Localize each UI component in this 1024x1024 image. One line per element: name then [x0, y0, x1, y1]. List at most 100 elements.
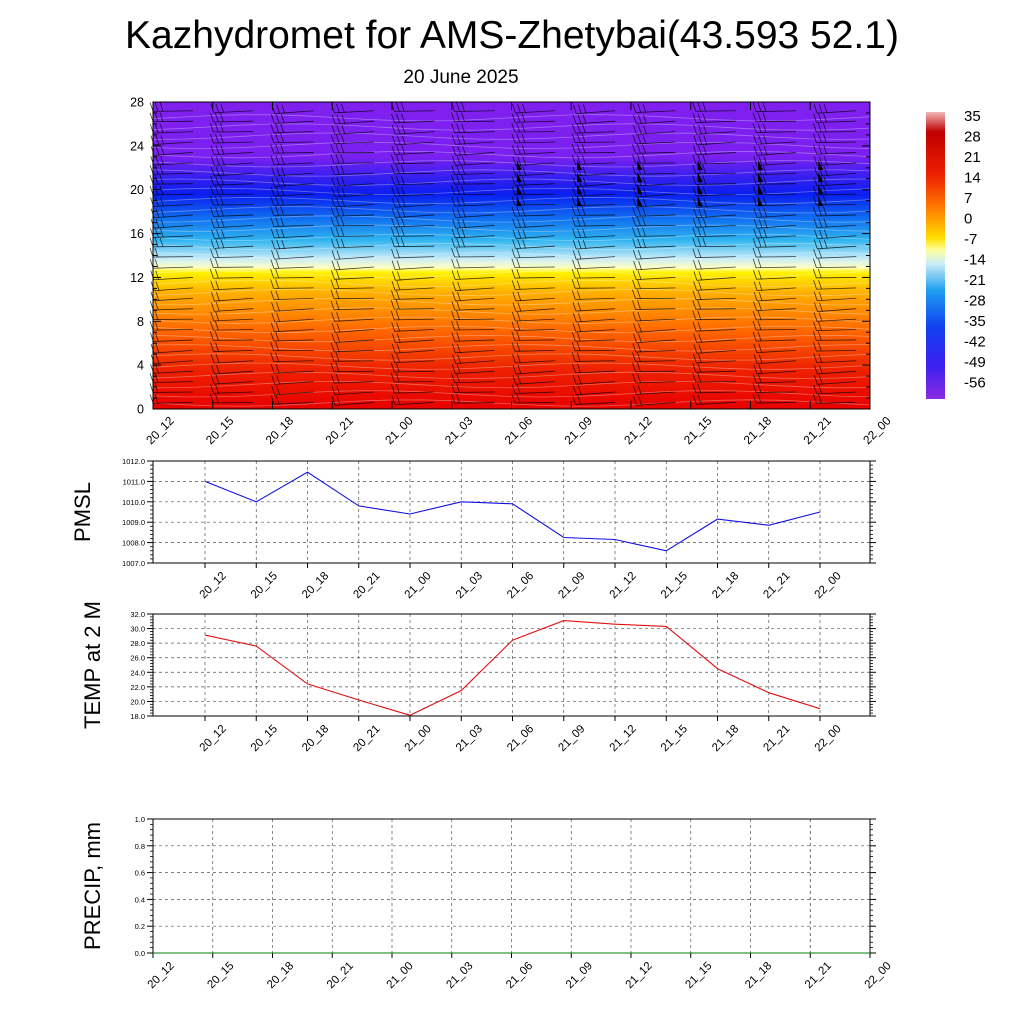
wind-barb-flag: [632, 270, 637, 280]
wind-barb-flag: [461, 123, 466, 133]
wind-barb-flag: [511, 311, 516, 322]
wind-barb-flag: [451, 394, 455, 404]
wind-barb-flag: [753, 301, 757, 311]
wind-barb-flag: [757, 102, 762, 112]
y-tick-label: 24.0: [130, 668, 145, 677]
pmsl-panel: 1007.0 1008.0 1009.0 1010.0 1011.0 1012.0 20_1…: [70, 457, 876, 601]
x-tick-label: 20_15: [249, 570, 280, 601]
wind-barb-staff: [273, 266, 314, 269]
wind-barb-staff: [334, 245, 374, 249]
wind-barb-flag: [341, 177, 346, 187]
wind-barb-staff: [695, 297, 736, 301]
wind-barb-staff: [334, 308, 374, 311]
wind-barb-flag: [632, 373, 637, 383]
wind-barb-flag: [517, 218, 521, 228]
wind-barb-flag: [391, 217, 395, 228]
wind-barb-staff: [334, 214, 374, 217]
wind-barb-flag: [693, 260, 697, 270]
wind-barb-flag: [692, 395, 697, 405]
wind-barb-flag: [330, 207, 335, 217]
wind-barb-staff: [273, 152, 314, 154]
wind-barb-flag: [154, 373, 159, 383]
y-axis-title: PMSL: [70, 482, 95, 542]
wind-barb-flag: [702, 154, 707, 165]
profile-isotherm: [152, 252, 871, 260]
wind-barb-staff: [576, 245, 616, 250]
wind-barb-flag: [637, 279, 641, 289]
wind-barb-flag: [390, 237, 395, 247]
profile-isotherm: [152, 169, 871, 177]
x-tick-label: 20_15: [205, 960, 236, 991]
wind-barb-flag: [210, 218, 215, 229]
wind-barb-staff: [274, 245, 314, 250]
profile-x-tick-label: 21_15: [681, 413, 715, 447]
wind-barb-staff: [695, 370, 736, 373]
wind-barb-flag: [517, 156, 522, 166]
wind-barb-pennant: [697, 184, 703, 195]
wind-barb-flag: [697, 248, 702, 258]
wind-barb-flag: [281, 104, 286, 114]
wind-barb-flag: [581, 143, 586, 154]
wind-barb-flag: [395, 175, 400, 185]
wind-barb-staff: [153, 141, 194, 145]
wind-barb-flag: [215, 176, 219, 186]
wind-barb-flag: [271, 177, 276, 187]
wind-barb-staff: [274, 391, 314, 396]
wind-barb-flag: [390, 383, 395, 394]
wind-barb-flag: [215, 207, 219, 217]
wind-barb-flag: [390, 227, 395, 237]
wind-barb-flag: [396, 217, 400, 228]
wind-barb-staff: [817, 381, 857, 385]
wind-barb-flag: [703, 124, 707, 135]
wind-barb-flag: [817, 133, 822, 143]
wind-barb-flag: [633, 125, 637, 135]
wind-barb-flag: [159, 102, 164, 112]
wind-barb-flag: [215, 269, 219, 279]
wind-barb-staff: [274, 235, 314, 239]
wind-barb-flag: [643, 187, 647, 198]
wind-barb-flag: [396, 281, 401, 291]
wind-barb-staff: [273, 360, 314, 363]
wind-barb-flag: [155, 354, 160, 364]
wind-barb-flag: [271, 375, 276, 385]
wind-barb-flag: [632, 385, 637, 395]
x-tick-label: 21_06: [505, 570, 536, 601]
wind-barb-flag: [632, 342, 637, 353]
profile-isotherm: [152, 141, 871, 150]
wind-barb-flag: [637, 270, 642, 280]
y-tick-label: 18.0: [130, 712, 145, 721]
wind-barb-pennant: [516, 172, 522, 183]
wind-barb-flag: [697, 372, 702, 383]
y-axis-title: TEMP at 2 M: [80, 601, 105, 729]
wind-barb-flag: [572, 228, 577, 238]
wind-barb-flag: [577, 250, 582, 260]
wind-barb-flag: [637, 207, 642, 217]
wind-barb-flag: [451, 258, 456, 269]
wind-barb-flag: [576, 143, 581, 154]
wind-barb-flag: [812, 195, 817, 206]
wind-barb-staff: [635, 245, 676, 249]
wind-barb-flag: [395, 372, 400, 383]
wind-barb-flag: [461, 102, 465, 112]
wind-barb-staff: [454, 308, 495, 311]
wind-barb-staff: [635, 360, 676, 362]
wind-barb-staff: [816, 329, 857, 332]
wind-barb-staff: [575, 277, 616, 279]
wind-barb-staff: [334, 110, 374, 114]
profile-x-tick-label: 21_00: [382, 413, 416, 447]
wind-barb-staff: [214, 360, 254, 364]
profile-x-tick-label: 21_03: [442, 413, 476, 447]
wind-barb-flag: [517, 302, 522, 312]
wind-barb-flag: [280, 155, 285, 165]
wind-barb-flag: [516, 321, 521, 331]
wind-barb-flag: [451, 135, 456, 145]
wind-barb-staff: [576, 318, 616, 323]
wind-barb-flag: [581, 206, 586, 216]
wind-barb-flag: [391, 248, 395, 259]
wind-barb-staff: [696, 131, 736, 135]
wind-barb-flag: [511, 248, 516, 259]
wind-barb-staff: [394, 193, 435, 197]
wind-barb-flag: [216, 364, 220, 375]
wind-barb-flag: [396, 113, 400, 123]
wind-barb-flag: [632, 197, 637, 208]
